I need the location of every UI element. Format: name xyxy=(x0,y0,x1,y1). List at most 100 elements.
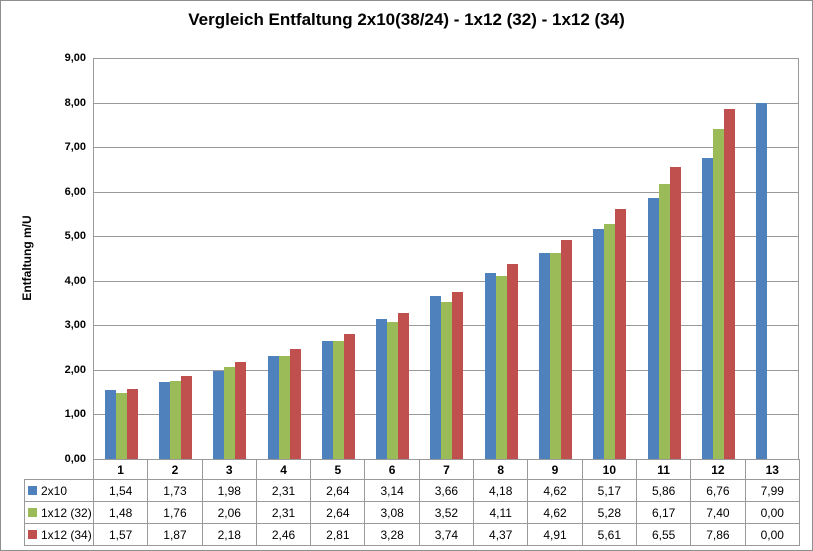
category-label: 9 xyxy=(527,459,583,480)
bar-series-2-cat-12 xyxy=(713,129,724,459)
y-axis-tick-label: 7,00 xyxy=(64,141,86,154)
bar-series-2-cat-6 xyxy=(387,322,398,459)
category-label: 7 xyxy=(418,459,475,480)
value-cell: 0,00 xyxy=(744,501,801,524)
gridline xyxy=(94,281,798,282)
y-axis-tick-label: 0,00 xyxy=(64,453,86,465)
value-cell: 3,74 xyxy=(418,523,475,546)
value-cell: 2,31 xyxy=(255,501,312,524)
value-cell: 3,08 xyxy=(364,501,420,524)
bar-series-1-cat-5 xyxy=(322,341,333,459)
gridline xyxy=(94,147,798,148)
value-cell: 1,48 xyxy=(92,501,149,524)
bar-series-3-cat-7 xyxy=(452,292,463,459)
value-cell: 3,14 xyxy=(364,479,420,502)
gridline xyxy=(94,58,798,59)
bar-series-1-cat-6 xyxy=(376,319,387,459)
table-row: 1x12 (32) 1,48 1,76 2,06 2,31 2,64 3,08 3,52 4,1… xyxy=(24,501,801,524)
y-axis-title: Entfaltung m/U xyxy=(20,215,34,301)
table-corner-cell xyxy=(25,460,94,480)
category-label: 11 xyxy=(635,459,692,480)
value-cell: 1,76 xyxy=(147,501,203,524)
value-cell: 5,28 xyxy=(581,501,637,524)
category-label: 1 xyxy=(92,459,149,480)
bar-series-3-cat-1 xyxy=(127,389,138,459)
value-cell: 5,61 xyxy=(581,523,637,546)
bar-series-3-cat-11 xyxy=(670,167,681,459)
legend-label: 1x12 (34) xyxy=(41,527,92,542)
bar-series-1-cat-3 xyxy=(213,371,224,459)
category-label: 13 xyxy=(744,459,801,480)
value-cell: 5,17 xyxy=(581,479,637,502)
bar-series-1-cat-2 xyxy=(159,382,170,459)
value-cell: 3,52 xyxy=(418,501,475,524)
category-label: 5 xyxy=(310,459,366,480)
category-label: 6 xyxy=(364,459,420,480)
value-cell: 1,57 xyxy=(92,523,149,546)
bar-series-1-cat-13 xyxy=(756,103,767,459)
bar-series-2-cat-7 xyxy=(441,302,452,459)
value-cell: 4,37 xyxy=(473,523,529,546)
gridline xyxy=(94,103,798,104)
bar-series-3-cat-6 xyxy=(398,313,409,459)
legend-swatch-icon xyxy=(28,529,37,539)
value-cell: 2,31 xyxy=(255,479,312,502)
legend-label: 2x10 xyxy=(41,483,68,498)
gridline xyxy=(94,236,798,237)
bar-series-2-cat-1 xyxy=(116,393,127,459)
value-cell: 4,11 xyxy=(473,501,529,524)
bar-series-2-cat-2 xyxy=(170,381,181,459)
value-cell: 4,62 xyxy=(527,501,583,524)
bar-series-1-cat-11 xyxy=(648,198,659,459)
value-cell: 1,54 xyxy=(92,479,149,502)
value-cell: 2,46 xyxy=(255,523,312,546)
y-axis-tick-label: 1,00 xyxy=(64,408,86,421)
table-row: 2x10 1,54 1,73 1,98 2,31 2,64 3,14 3,66 4,18 4,62… xyxy=(24,479,801,502)
value-cell: 7,99 xyxy=(744,479,801,502)
bar-series-2-cat-4 xyxy=(279,356,290,459)
plot-area xyxy=(93,58,799,459)
value-cell: 2,18 xyxy=(201,523,257,546)
bar-series-1-cat-7 xyxy=(430,296,441,459)
bar-series-2-cat-11 xyxy=(659,184,670,459)
bar-series-1-cat-4 xyxy=(268,356,279,459)
bar-series-2-cat-3 xyxy=(224,367,235,459)
value-cell: 6,55 xyxy=(635,523,692,546)
category-label: 3 xyxy=(201,459,257,480)
value-cell: 6,17 xyxy=(635,501,692,524)
bar-series-3-cat-3 xyxy=(235,362,246,459)
y-axis-tick-label: 2,00 xyxy=(64,363,86,376)
value-cell: 2,81 xyxy=(310,523,366,546)
bar-series-1-cat-12 xyxy=(702,158,713,459)
legend-label: 1x12 (32) xyxy=(41,505,92,520)
bar-series-1-cat-9 xyxy=(539,253,550,459)
value-cell: 3,28 xyxy=(364,523,420,546)
y-axis-tick-label: 8,00 xyxy=(64,96,86,109)
value-cell: 2,06 xyxy=(201,501,257,524)
legend-cell: 2x10 xyxy=(24,479,94,502)
value-cell: 7,86 xyxy=(690,523,746,546)
value-cell: 1,87 xyxy=(147,523,203,546)
y-axis-tick-label: 5,00 xyxy=(64,230,86,243)
table-row: 1x12 (34) 1,57 1,87 2,18 2,46 2,81 3,28 3,74 4,3… xyxy=(24,523,801,546)
value-cell: 0,00 xyxy=(744,523,801,546)
value-cell: 4,91 xyxy=(527,523,583,546)
bar-series-3-cat-5 xyxy=(344,334,355,459)
value-cell: 1,73 xyxy=(147,479,203,502)
value-cell: 6,76 xyxy=(690,479,746,502)
value-cell: 4,18 xyxy=(473,479,529,502)
y-axis-tick-label: 6,00 xyxy=(64,185,86,198)
value-cell: 4,62 xyxy=(527,479,583,502)
bar-series-3-cat-12 xyxy=(724,109,735,459)
y-axis-tick-label: 4,00 xyxy=(64,274,86,287)
category-label: 10 xyxy=(581,459,637,480)
value-cell: 7,40 xyxy=(690,501,746,524)
bar-series-2-cat-5 xyxy=(333,341,344,459)
bar-series-3-cat-2 xyxy=(181,376,192,459)
value-cell: 2,64 xyxy=(310,501,366,524)
value-cell: 3,66 xyxy=(418,479,475,502)
category-label: 8 xyxy=(473,459,529,480)
category-label: 2 xyxy=(147,459,203,480)
legend-swatch-icon xyxy=(28,485,37,495)
